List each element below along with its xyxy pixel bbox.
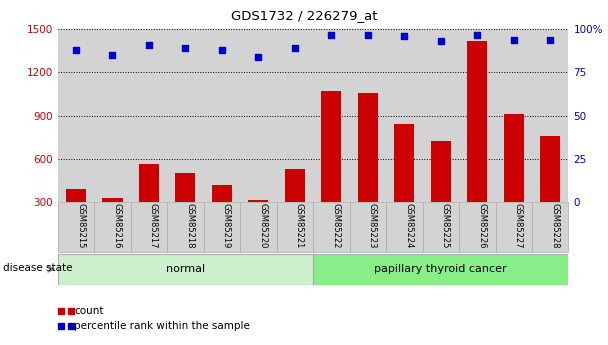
Bar: [175, 173, 195, 202]
Bar: [313, 254, 568, 285]
Text: normal: normal: [166, 264, 205, 274]
Text: GSM85220: GSM85220: [258, 203, 268, 249]
Bar: [358, 92, 378, 202]
Text: GSM85216: GSM85216: [112, 203, 122, 249]
Bar: [394, 124, 414, 202]
Bar: [423, 202, 459, 252]
Bar: [540, 136, 561, 202]
Text: GSM85215: GSM85215: [76, 203, 85, 249]
Point: [290, 46, 300, 51]
Bar: [532, 202, 568, 252]
Text: GDS1732 / 226279_at: GDS1732 / 226279_at: [231, 9, 377, 22]
Text: GSM85217: GSM85217: [149, 203, 158, 249]
Text: GSM85224: GSM85224: [404, 203, 413, 249]
Bar: [58, 254, 313, 285]
Text: GSM85226: GSM85226: [477, 203, 486, 249]
Point: [399, 33, 409, 39]
Bar: [285, 169, 305, 202]
Bar: [459, 202, 496, 252]
Bar: [131, 202, 167, 252]
Point: [108, 52, 117, 58]
Text: GSM85221: GSM85221: [295, 203, 304, 249]
Point: [71, 47, 81, 53]
Bar: [240, 202, 277, 252]
Text: count: count: [74, 306, 104, 315]
Point: [436, 39, 446, 44]
Point: [363, 32, 373, 37]
Text: papillary thyroid cancer: papillary thyroid cancer: [375, 264, 507, 274]
Point: [144, 42, 154, 48]
Bar: [66, 189, 86, 202]
Bar: [167, 202, 204, 252]
Point: [326, 32, 336, 37]
Point: [217, 47, 227, 53]
Bar: [204, 202, 240, 252]
Point: [181, 46, 190, 51]
Text: GSM85223: GSM85223: [368, 203, 377, 249]
Bar: [386, 202, 423, 252]
Bar: [277, 202, 313, 252]
Bar: [102, 197, 122, 202]
Bar: [313, 202, 350, 252]
Bar: [94, 202, 131, 252]
Point: [545, 37, 555, 42]
Text: disease state: disease state: [3, 264, 72, 273]
Bar: [503, 114, 524, 202]
Bar: [58, 202, 94, 252]
Text: GSM85218: GSM85218: [185, 203, 195, 249]
Bar: [139, 165, 159, 202]
Text: GSM85228: GSM85228: [550, 203, 559, 249]
Point: [254, 54, 263, 60]
Bar: [496, 202, 532, 252]
Text: GSM85219: GSM85219: [222, 203, 231, 249]
Point: [472, 32, 482, 37]
Text: GSM85222: GSM85222: [331, 203, 340, 249]
Text: percentile rank within the sample: percentile rank within the sample: [74, 321, 250, 331]
Text: GSM85227: GSM85227: [514, 203, 523, 249]
Bar: [212, 185, 232, 202]
Text: GSM85225: GSM85225: [441, 203, 450, 249]
Bar: [430, 141, 451, 202]
Bar: [350, 202, 386, 252]
Bar: [248, 200, 268, 202]
Bar: [321, 91, 341, 202]
Point: [509, 37, 519, 42]
Bar: [467, 41, 487, 202]
